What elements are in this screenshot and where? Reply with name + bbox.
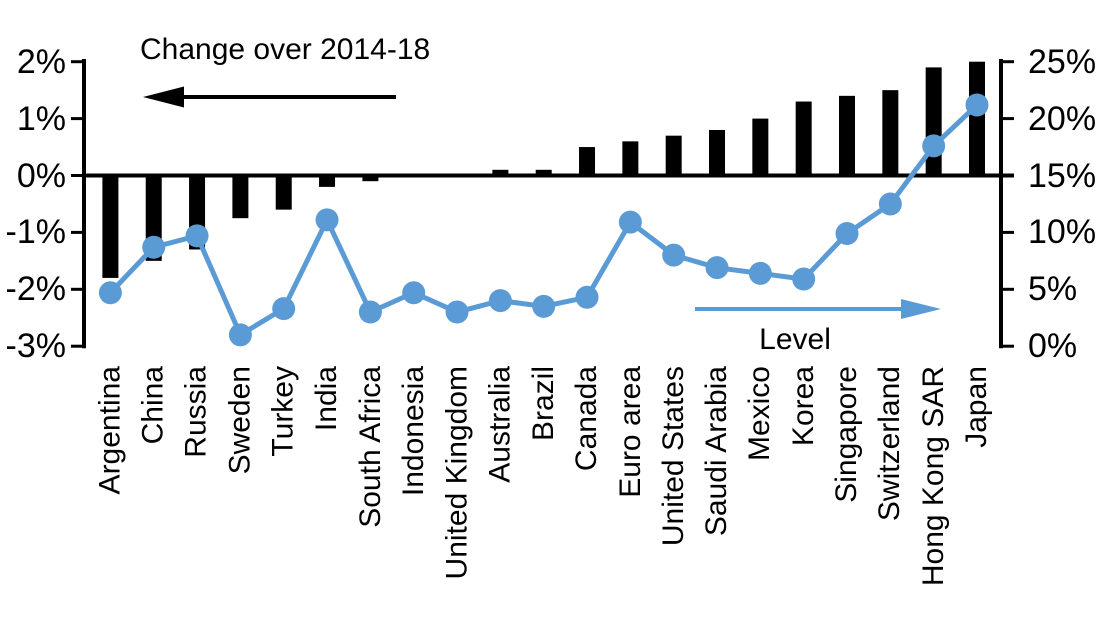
x-label-south-africa: South Africa: [353, 366, 387, 528]
right-tick-label-20pct: 20%: [1028, 99, 1097, 138]
x-label-argentina: Argentina: [93, 366, 127, 495]
bar-korea: [795, 101, 812, 176]
x-label-switzerland: Switzerland: [873, 366, 907, 522]
right-tick-label-10pct: 10%: [1028, 213, 1097, 252]
bar-switzerland: [882, 90, 899, 176]
level-marker-japan: [965, 93, 989, 117]
level-marker-australia: [488, 289, 512, 313]
level-marker-korea: [792, 267, 816, 291]
level-marker-south-africa: [358, 300, 382, 324]
x-label-sweden: Sweden: [223, 366, 257, 475]
bar-canada: [579, 147, 596, 176]
level-marker-mexico: [748, 261, 772, 285]
level-marker-turkey: [272, 297, 296, 321]
level-marker-india: [315, 208, 339, 232]
right-series-title: Level: [759, 323, 831, 356]
left-tick-label--3pct: -3%: [5, 327, 66, 366]
x-label-indonesia: Indonesia: [396, 366, 430, 497]
bar-brazil: [535, 169, 552, 176]
level-marker-singapore: [835, 222, 859, 246]
right-tick-label-5pct: 5%: [1028, 270, 1078, 309]
level-marker-euro-area: [618, 210, 642, 234]
x-label-singapore: Singapore: [830, 366, 864, 503]
bar-sweden: [232, 175, 249, 219]
bar-mexico: [752, 118, 769, 176]
x-label-united-kingdom: United Kingdom: [440, 366, 474, 580]
level-marker-sweden: [228, 323, 252, 347]
bar-australia: [492, 169, 509, 176]
left-tick-label--1pct: -1%: [5, 213, 66, 252]
x-label-china: China: [136, 366, 170, 445]
level-marker-hong-kong-sar: [922, 134, 946, 158]
bar-turkey: [275, 175, 292, 210]
x-label-mexico: Mexico: [743, 366, 777, 462]
bar-south-africa: [362, 175, 379, 182]
level-marker-united-states: [662, 243, 686, 267]
x-label-hong-kong-sar: Hong Kong SAR: [916, 366, 950, 587]
bar-hong-kong-sar: [925, 67, 942, 176]
bar-euro-area: [622, 141, 639, 176]
x-label-india: India: [310, 366, 344, 432]
level-marker-brazil: [532, 294, 556, 318]
bar-japan: [969, 61, 985, 176]
x-label-saudi-arabia: Saudi Arabia: [700, 366, 734, 537]
level-marker-saudi-arabia: [705, 256, 729, 280]
level-marker-indonesia: [402, 281, 426, 305]
axes: [71, 59, 1014, 349]
left-series-title: Change over 2014-18: [140, 33, 431, 66]
x-label-brazil: Brazil: [526, 366, 560, 442]
x-label-turkey: Turkey: [266, 366, 300, 457]
bar-saudi-arabia: [709, 129, 726, 176]
x-label-australia: Australia: [483, 366, 517, 483]
right-tick-label-0pct: 0%: [1028, 327, 1078, 366]
left-tick-label--2pct: -2%: [5, 270, 66, 309]
left-tick-label-1pct: 1%: [16, 99, 66, 138]
right-tick-label-25pct: 25%: [1028, 42, 1097, 81]
x-label-russia: Russia: [180, 366, 214, 458]
level-marker-united-kingdom: [445, 300, 469, 324]
level-marker-russia: [185, 224, 209, 248]
annotation-arrows: [143, 86, 941, 319]
bar-singapore: [839, 95, 856, 176]
left-tick-label-0pct: 0%: [16, 156, 66, 195]
level-line-series: [98, 93, 989, 347]
bar-argentina: [102, 175, 119, 278]
x-label-korea: Korea: [786, 366, 820, 447]
level-marker-canada: [575, 285, 599, 309]
bar-united-states: [665, 135, 682, 176]
level-marker-china: [142, 235, 166, 259]
bar-india: [319, 175, 336, 187]
change-arrow-head-left: [143, 86, 184, 108]
level-marker-argentina: [98, 281, 122, 305]
bars-change-series: [102, 61, 985, 278]
x-label-united-states: United States: [656, 366, 690, 547]
left-tick-label-2pct: 2%: [16, 42, 66, 81]
x-label-canada: Canada: [570, 366, 604, 472]
x-label-japan: Japan: [960, 366, 993, 448]
level-marker-switzerland: [878, 192, 902, 216]
level-arrow-head-right: [901, 299, 941, 319]
right-tick-label-15pct: 15%: [1028, 156, 1097, 195]
x-label-euro-area: Euro area: [613, 366, 647, 498]
